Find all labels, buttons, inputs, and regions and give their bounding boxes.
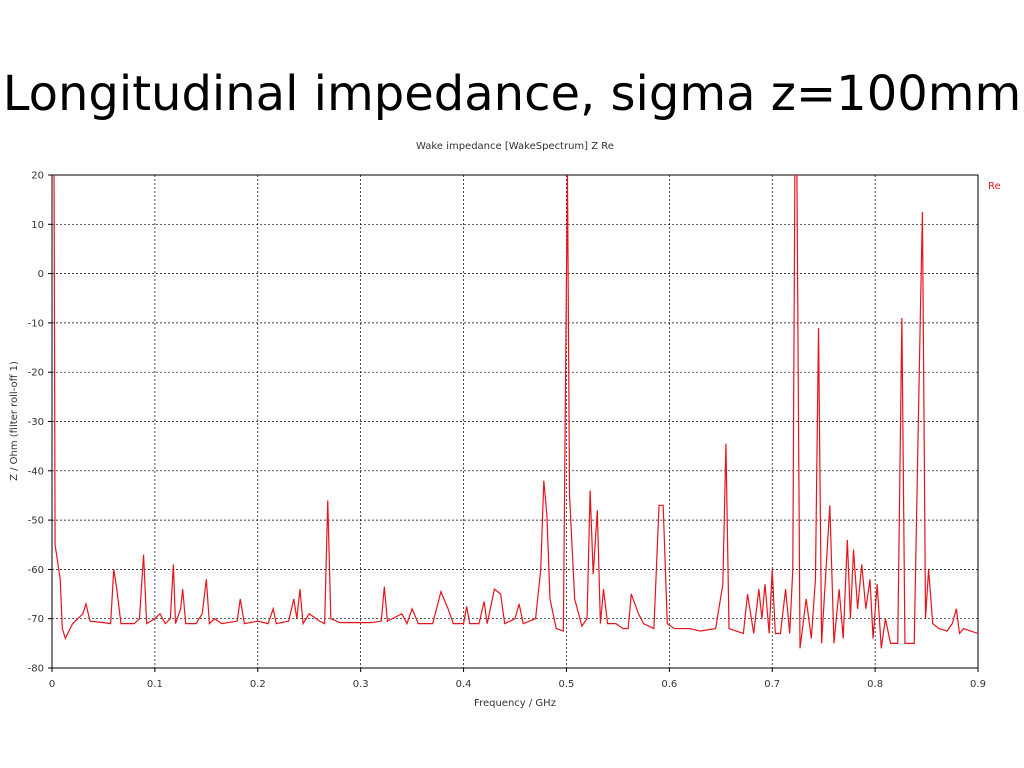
x-tick-label: 0.6: [661, 679, 677, 690]
x-axis-label: Frequency / GHz: [474, 698, 556, 709]
x-tick-label: 0.1: [147, 679, 163, 690]
y-tick-label: -60: [28, 565, 44, 576]
x-tick-label: 0.9: [970, 679, 986, 690]
plot-frame: [51, 174, 979, 669]
x-tick-label: 0: [49, 679, 55, 690]
data-line: [53, 175, 978, 649]
x-tick-label: 0.4: [456, 679, 472, 690]
y-tick-label: 0: [38, 269, 44, 280]
y-tick-label: -30: [28, 417, 44, 428]
x-tick-label: 0.5: [558, 679, 574, 690]
y-tick-label: -10: [28, 318, 44, 329]
x-tick-label: 0.8: [867, 679, 883, 690]
y-tick-label: 10: [31, 220, 44, 231]
y-tick-label: -20: [28, 368, 44, 379]
chart-title: Wake impedance [WakeSpectrum] Z Re: [416, 141, 614, 152]
y-tick-label: -50: [28, 516, 44, 527]
y-tick-label: -80: [28, 664, 44, 675]
x-tick-label: 0.7: [764, 679, 780, 690]
x-tick-label: 0.2: [250, 679, 266, 690]
y-axis-label: Z / Ohm (filter roll-off 1): [9, 361, 20, 481]
y-tick-label: -70: [28, 614, 44, 625]
slide-title: Longitudinal impedance, sigma z=100mm: [2, 66, 1022, 122]
y-tick-label: -40: [28, 466, 44, 477]
y-tick-label: 20: [31, 171, 44, 182]
legend-entry: Re: [988, 181, 1001, 192]
x-tick-label: 0.3: [353, 679, 369, 690]
